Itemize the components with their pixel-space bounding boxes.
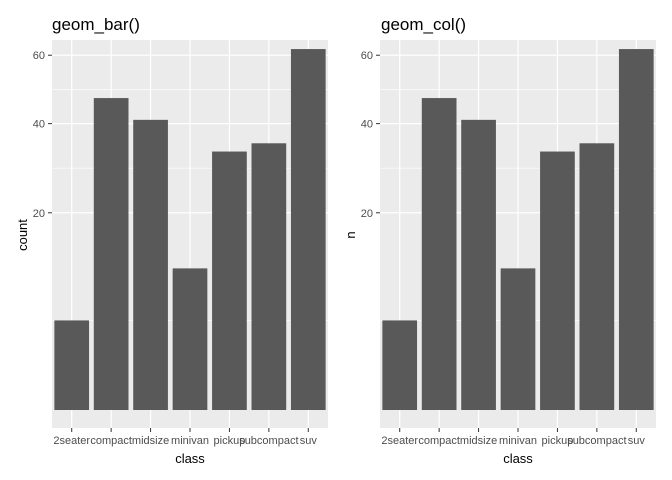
y-tick-label: 20 (33, 208, 45, 220)
bar-compact (93, 98, 129, 410)
x-tick-label: minivan (499, 435, 537, 447)
bar-minivan (172, 268, 208, 410)
x-axis-title: class (175, 451, 205, 466)
x-tick-label: subcompact (239, 435, 298, 447)
bar-suv (618, 49, 654, 410)
x-axis-title: class (503, 451, 533, 466)
bar-2seater (382, 320, 418, 410)
chart-title: geom_col() (381, 15, 466, 34)
x-tick-label: compact (90, 435, 132, 447)
y-tick-label: 40 (33, 119, 45, 131)
x-tick-label: midsize (460, 435, 497, 447)
y-tick-label: 40 (361, 119, 373, 131)
y-tick-label: 60 (33, 50, 45, 62)
bar-pickup (212, 151, 247, 411)
x-tick-label: subcompact (567, 435, 626, 447)
bar-suv (290, 49, 326, 410)
bar-compact (421, 98, 457, 410)
y-tick-label: 20 (361, 208, 373, 220)
y-axis-title: n (343, 231, 358, 238)
chart-title: geom_bar() (52, 15, 140, 34)
x-tick-label: pickup (542, 435, 574, 447)
x-tick-label: minivan (171, 435, 209, 447)
bar-2seater (54, 320, 90, 410)
bar-midsize (461, 119, 496, 410)
y-tick-label: 60 (361, 50, 373, 62)
bar-subcompact (579, 143, 615, 411)
x-tick-label: 2seater (53, 435, 90, 447)
x-tick-label: suv (300, 435, 318, 447)
bar-subcompact (251, 143, 287, 411)
x-tick-label: suv (628, 435, 646, 447)
left-chart: geom_bar() class count 20 40 60 2seater comp… (15, 15, 328, 466)
x-tick-label: pickup (214, 435, 246, 447)
bar-minivan (500, 268, 536, 410)
x-tick-label: midsize (132, 435, 169, 447)
y-axis-title: count (15, 219, 30, 251)
bar-pickup (540, 151, 575, 411)
x-tick-label: compact (418, 435, 460, 447)
x-tick-label: 2seater (381, 435, 418, 447)
bar-midsize (133, 119, 168, 410)
